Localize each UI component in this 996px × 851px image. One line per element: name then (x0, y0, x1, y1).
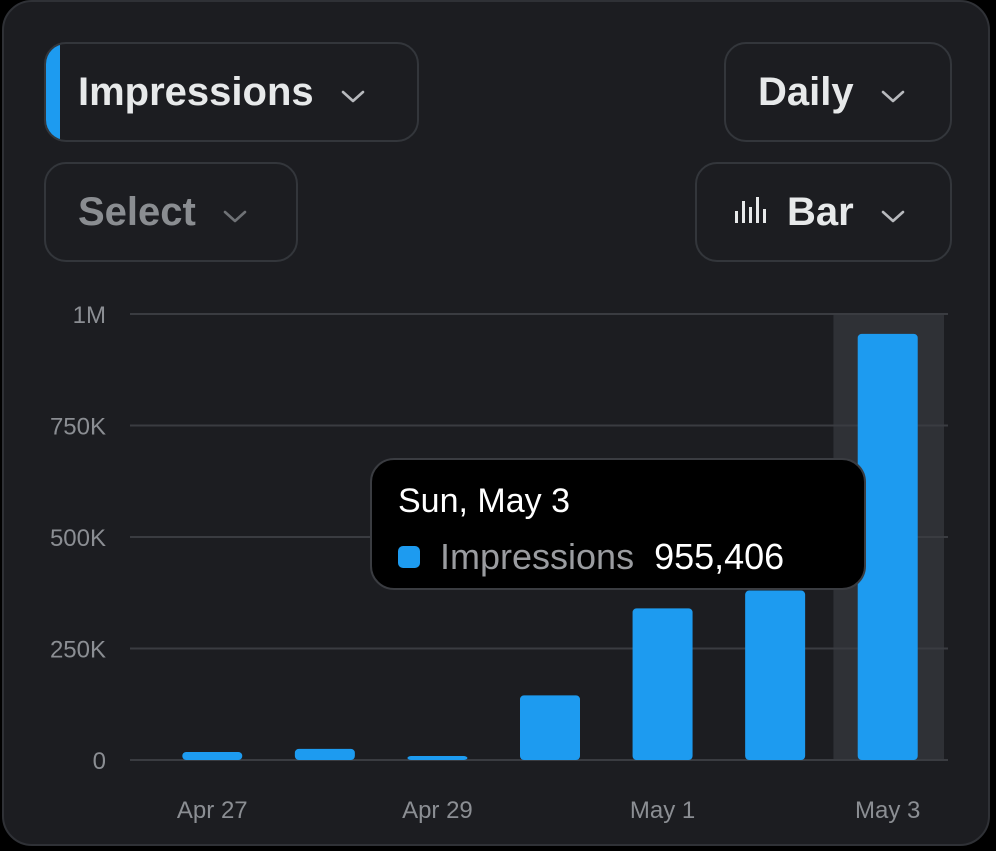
chart-type-dropdown-label: Bar (787, 189, 854, 234)
chevron-down-icon (222, 190, 248, 235)
bar-chart: 0 250K 500K 750K 1M Apr 27 Apr 29 May 1 May 3 (50, 302, 948, 824)
chart-tooltip: Sun, May 3 Impressions 955,406 (370, 458, 866, 590)
bar (745, 590, 806, 760)
bar (520, 695, 580, 760)
chevron-down-icon (880, 70, 906, 115)
select-dropdown-label: Select (78, 189, 196, 234)
x-tick-label: May 3 (855, 797, 920, 824)
tooltip-series-name: Impressions (440, 536, 635, 577)
bar (294, 748, 355, 760)
select-dropdown[interactable]: Select (44, 162, 298, 262)
bar (632, 608, 693, 760)
y-tick-label: 0 (93, 748, 106, 775)
tooltip-series-swatch (398, 546, 420, 568)
metric-dropdown-label: Impressions (78, 69, 314, 114)
bar (857, 333, 918, 760)
period-dropdown-label: Daily (758, 69, 854, 114)
tooltip-row: Impressions 955,406 (398, 536, 838, 578)
y-tick-label: 250K (50, 637, 106, 664)
tooltip-value: 955,406 (654, 536, 785, 577)
metric-dropdown[interactable]: Impressions (44, 42, 419, 142)
bar-chart-icon (733, 190, 767, 235)
bar (182, 751, 243, 760)
y-tick-label: 1M (73, 302, 106, 329)
y-tick-label: 500K (50, 525, 106, 552)
tooltip-date: Sun, May 3 (398, 482, 570, 520)
chevron-down-icon (880, 190, 906, 235)
chevron-down-icon (340, 70, 366, 115)
y-tick-label: 750K (50, 414, 106, 441)
metric-accent-bar (46, 44, 60, 140)
chart-type-dropdown[interactable]: Bar (695, 162, 952, 262)
period-dropdown[interactable]: Daily (724, 42, 952, 142)
x-tick-label: Apr 27 (177, 797, 248, 824)
x-tick-label: May 1 (630, 797, 695, 824)
x-tick-label: Apr 29 (402, 797, 473, 824)
bar (407, 756, 468, 760)
